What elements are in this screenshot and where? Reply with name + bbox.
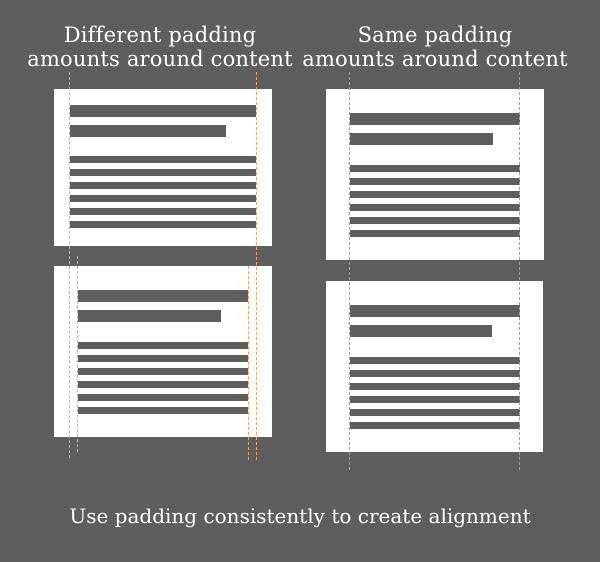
content-text-line xyxy=(70,195,256,202)
heading-right-line-2: amounts around content xyxy=(302,47,568,71)
content-title-bar xyxy=(350,113,520,125)
guide-line-right-outer xyxy=(256,72,257,460)
content-text-line xyxy=(78,342,248,349)
heading-left-line-1: Different padding xyxy=(63,23,257,47)
content-text-line xyxy=(350,217,520,224)
content-text-line xyxy=(70,156,256,163)
card-right-bottom xyxy=(326,281,543,452)
diagram-caption: Use padding consistently to create align… xyxy=(69,504,531,528)
heading-same-padding: Same padding amounts around content xyxy=(295,23,575,71)
content-subtitle-bar xyxy=(78,310,221,322)
heading-left-line-2: amounts around content xyxy=(27,47,293,71)
content-text-line xyxy=(78,381,248,388)
guide-line-right-inner xyxy=(248,266,249,460)
content-text-line xyxy=(350,178,520,185)
content-text-line xyxy=(350,422,520,429)
content-text-line xyxy=(78,368,248,375)
guide-line-left-outer xyxy=(69,72,70,458)
content-text-line xyxy=(350,204,520,211)
heading-different-padding: Different padding amounts around content xyxy=(20,23,300,71)
content-text-line xyxy=(350,396,520,403)
content-subtitle-bar xyxy=(350,133,493,145)
content-text-line xyxy=(70,208,256,215)
content-text-line xyxy=(70,182,256,189)
content-title-bar xyxy=(78,290,248,302)
content-text-line xyxy=(350,409,520,416)
content-text-line xyxy=(350,383,520,390)
content-text-line xyxy=(350,370,520,377)
guide-line-aligned-left xyxy=(349,72,350,470)
content-text-line xyxy=(70,221,256,228)
guide-line-left-inner xyxy=(77,256,78,452)
card-left-bottom xyxy=(54,266,272,437)
content-text-line xyxy=(78,407,248,414)
content-title-bar xyxy=(70,105,256,117)
card-right-top xyxy=(326,89,544,260)
content-title-bar xyxy=(350,305,520,317)
heading-right-line-1: Same padding xyxy=(357,23,513,47)
content-text-line xyxy=(350,357,520,364)
content-subtitle-bar xyxy=(70,125,226,137)
content-text-line xyxy=(350,191,520,198)
content-text-line xyxy=(78,355,248,362)
card-left-top xyxy=(54,89,272,246)
content-text-line xyxy=(350,165,520,172)
content-subtitle-bar xyxy=(350,325,492,337)
content-text-line xyxy=(350,230,520,237)
content-text-line xyxy=(70,169,256,176)
guide-line-aligned-right xyxy=(519,72,520,470)
content-text-line xyxy=(78,394,248,401)
